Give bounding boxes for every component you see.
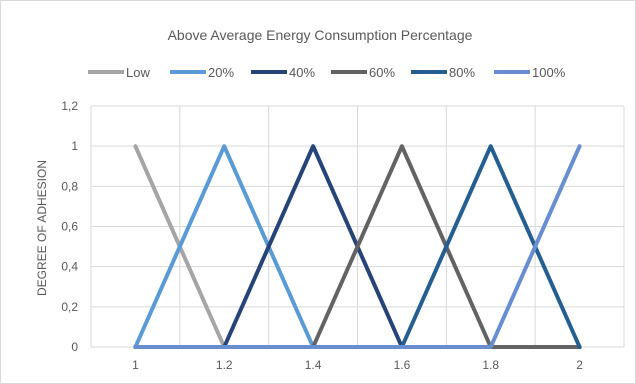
chart-title: Above Average Energy Consumption Percent…: [168, 27, 473, 43]
legend-label: 80%: [449, 65, 475, 80]
legend-label: Low: [126, 65, 150, 80]
y-axis-tick-labels: 0 0,2 0,4 0,6 0,8 1 1,2: [61, 99, 78, 354]
y-tick-label: 0,6: [61, 220, 78, 234]
y-axis-title: DEGREE OF ADHESION: [35, 160, 49, 296]
x-axis-tick-labels: 1 1.2 1.4 1.6 1.8 2: [132, 358, 583, 372]
y-tick-label: 1,2: [61, 99, 78, 113]
legend-label: 20%: [208, 65, 234, 80]
x-tick-label: 1.8: [482, 358, 499, 372]
x-tick-label: 1.2: [216, 358, 233, 372]
y-tick-label: 0: [71, 340, 78, 354]
x-tick-label: 1.6: [394, 358, 411, 372]
y-tick-label: 0,2: [61, 300, 78, 314]
x-tick-label: 1: [132, 358, 139, 372]
y-tick-label: 0,4: [61, 260, 78, 274]
y-tick-label: 0,8: [61, 179, 78, 193]
legend-label: 100%: [532, 65, 566, 80]
legend-label: 40%: [289, 65, 315, 80]
legend: Low 20% 40% 60% 80% 100%: [88, 65, 566, 80]
series-lines: [133, 144, 582, 349]
series-line-100pct: [133, 144, 582, 349]
x-tick-label: 2: [576, 358, 583, 372]
x-tick-label: 1.4: [305, 358, 322, 372]
y-tick-label: 1: [71, 139, 78, 153]
legend-label: 60%: [369, 65, 395, 80]
